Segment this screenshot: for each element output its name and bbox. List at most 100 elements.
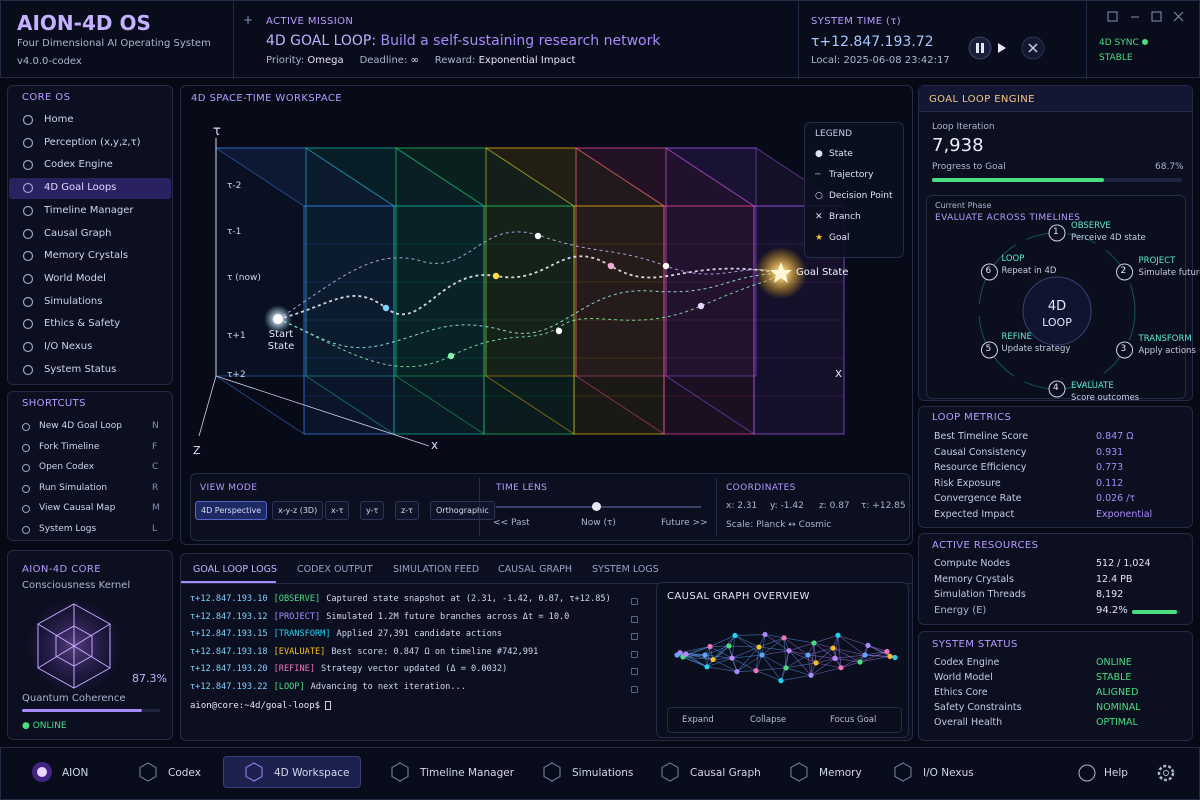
copy-icon[interactable] [631,615,638,623]
nav-item[interactable]: Memory Crystals [9,246,171,267]
nav-button[interactable]: Codex [168,767,201,779]
graph-node [677,650,683,656]
view-mode-button[interactable]: x-y-z (3D) [272,501,324,520]
add-icon[interactable]: + [243,13,254,27]
log-tag: [TRANSFORM] [273,629,331,639]
nav-item[interactable]: Ethics & Safety [9,314,171,335]
tau-label: τ-1 [227,227,242,237]
nav-item[interactable]: I/O Nexus [9,337,171,358]
value: Omega [307,55,344,66]
graph-edge [736,670,757,672]
nav-button[interactable]: AION [62,767,89,779]
help-icon[interactable] [1077,763,1097,783]
divider [798,1,799,79]
sync-label: 4D SYNC [1099,38,1148,48]
nav-button[interactable]: I/O Nexus [923,767,974,779]
state-node [492,272,500,280]
time-lens-handle[interactable] [592,502,601,511]
shortcut-label: System Logs [39,523,97,534]
graph-button[interactable]: Expand [682,715,714,725]
energy-label: Energy (E) [934,605,987,616]
copy-icon[interactable] [631,668,638,675]
nav-button[interactable]: 4D Workspace [274,767,350,779]
coord-z: z: 0.87 [819,501,850,511]
step-number: 2 [1120,266,1127,276]
shortcut-label: Run Simulation [39,482,108,493]
terminal-prompt[interactable]: aion@core:~4d/goal-loop$ [190,701,332,711]
panel-title: LOOP METRICS [932,412,1012,423]
nav-item[interactable]: Simulations [9,292,171,313]
win-btn[interactable] [1107,11,1118,22]
settings-icon[interactable] [1156,763,1176,783]
view-mode-button[interactable]: y-τ [360,501,385,520]
play-button[interactable] [998,43,1006,53]
graph-button[interactable]: Focus Goal [830,715,877,725]
row-label: Codex Engine [934,657,1000,668]
graph-node [892,654,898,661]
log-tab[interactable]: CAUSAL GRAPH [498,564,573,575]
step-node [1048,224,1066,242]
copy-icon[interactable] [631,598,638,605]
graph-edge [783,637,809,656]
nav-button[interactable]: Causal Graph [690,767,761,779]
shortcut[interactable]: Open Codex C [9,459,171,477]
graph-edge [840,654,866,668]
graph-edge [755,647,760,671]
phase-value: EVALUATE ACROSS TIMELINES [935,213,1081,223]
log-time: τ+12.847.193.18 [190,646,268,657]
graph-node [762,631,768,638]
shortcut[interactable]: System Logs L [9,521,171,539]
nav-item[interactable]: Timeline Manager [9,201,171,222]
graph-button[interactable]: Collapse [750,715,787,725]
icon-shape [22,364,34,375]
graph-node [734,669,740,675]
nav-item[interactable]: Codex Engine [9,155,171,176]
nav-item[interactable]: Home [9,110,171,131]
view-mode-button[interactable]: Orthographic [430,501,495,520]
view-mode-button[interactable]: 4D Perspective [195,501,268,520]
log-tab[interactable]: GOAL LOOP LOGS [193,564,277,575]
row-label: Overall Health [934,717,1003,728]
legend-item: ● State [815,149,853,159]
nav-item[interactable]: 4D Goal Loops [9,178,171,200]
shortcut[interactable]: Run Simulation R [9,480,171,498]
tau-label: τ-2 [227,181,242,191]
nav-item[interactable]: World Model [9,269,171,290]
copy-icon[interactable] [631,650,638,658]
log-tab[interactable]: SYSTEM LOGS [592,564,659,575]
time-local: Local: 2025-06-08 23:42:17 [811,55,950,66]
shortcut[interactable]: Fork Timeline F [9,439,171,457]
log-tab[interactable]: SIMULATION FEED [393,564,480,575]
log-tab[interactable]: CODEX OUTPUT [297,564,373,575]
help-button[interactable]: Help [1104,767,1128,779]
nav-button[interactable]: Timeline Manager [420,767,515,779]
nav-item[interactable]: System Status [9,360,171,381]
icon [22,137,34,148]
pause-button[interactable] [968,36,992,60]
panel-title: CORE OS [22,92,71,103]
nav-button[interactable]: Simulations [572,767,634,779]
shortcut[interactable]: New 4D Goal Loop N [9,418,171,436]
nav-item[interactable]: Perception (x,y,z,τ) [9,133,171,154]
copy-icon[interactable] [631,633,638,640]
icon-shape [1163,770,1169,776]
view-mode-button[interactable]: x-τ [325,501,350,520]
shortcut-label: View Causal Map [39,503,116,513]
shortcut-key: C [152,462,159,472]
slab-edge [665,375,755,435]
row-value: 0.931 [1096,446,1124,458]
view-mode-button[interactable]: z-τ [395,501,419,520]
win-btn[interactable] [1151,11,1162,22]
win-btn[interactable] [1173,11,1184,22]
graph-edge [682,656,714,660]
copy-icon[interactable] [631,685,638,693]
coherence-bar [22,709,143,712]
graph-node [732,632,738,639]
legend-item: ✕ Branch [815,212,861,222]
graph-edge [712,635,736,660]
shortcut[interactable]: View Causal Map M [9,500,171,518]
nav-item[interactable]: Causal Graph [9,224,171,245]
row-value: 0.112 [1096,477,1124,489]
nav-button[interactable]: Memory [819,767,862,779]
row-label: Expected Impact [934,508,1015,520]
